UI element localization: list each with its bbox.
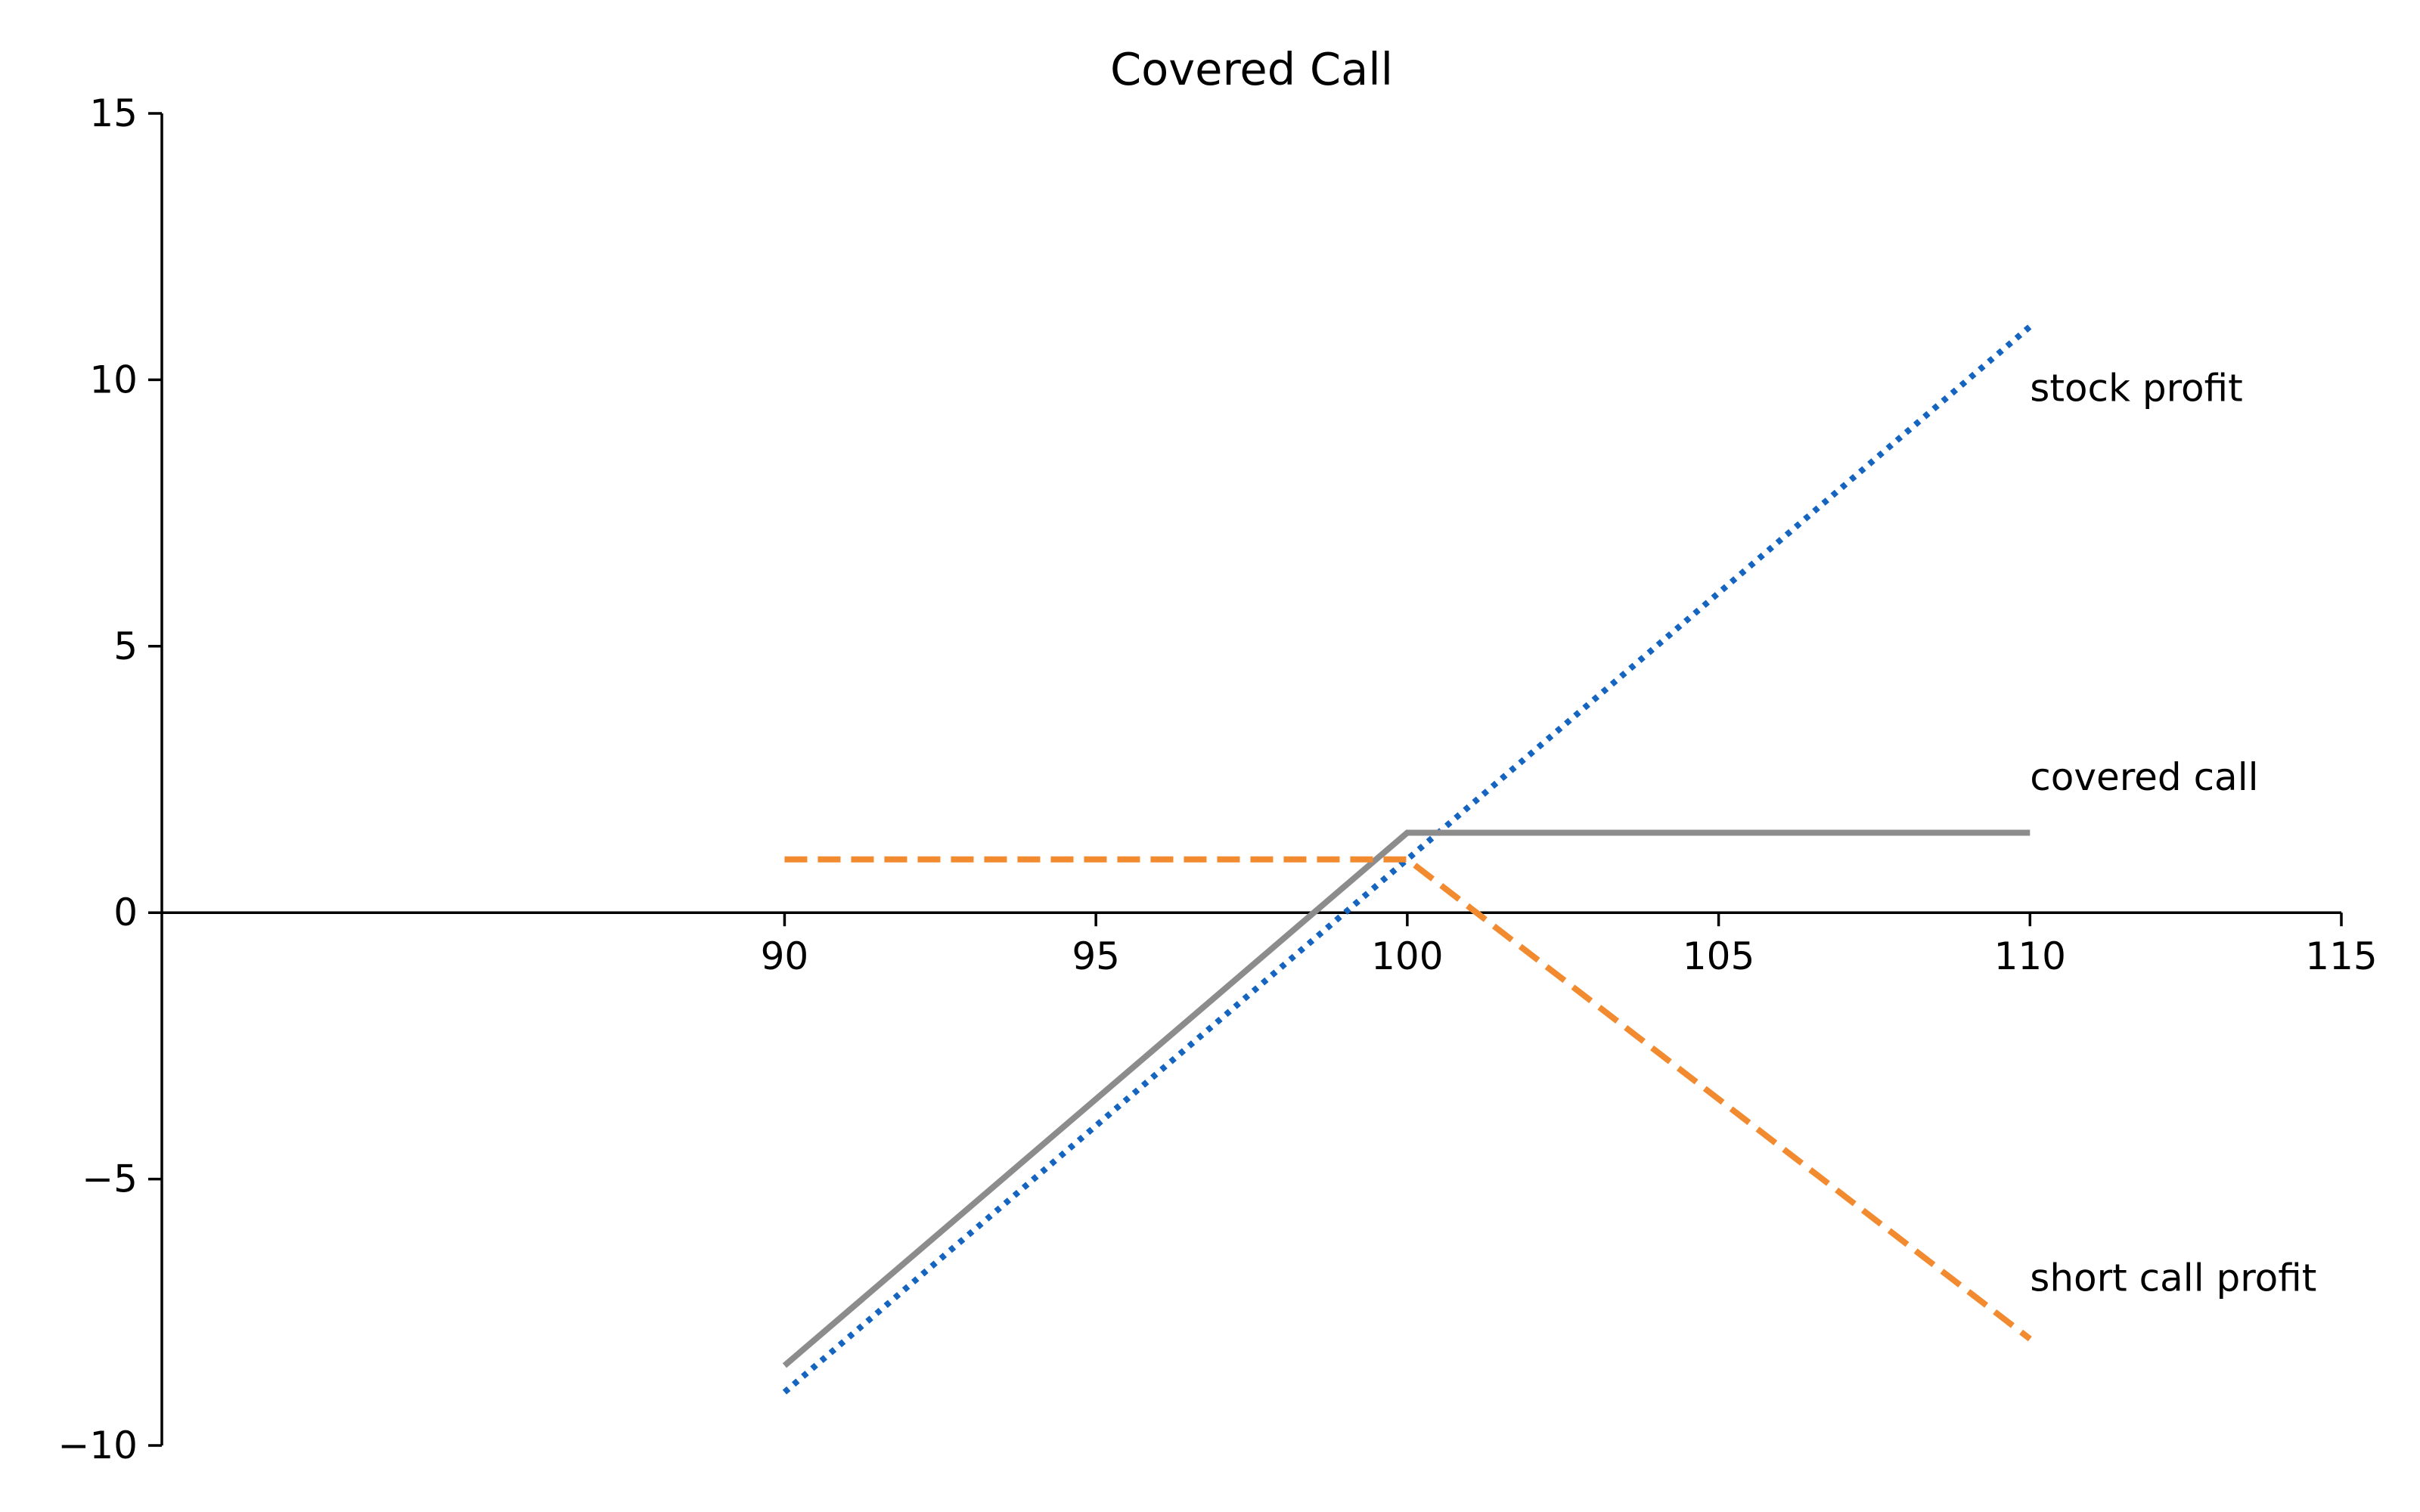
x-tick-label: 100	[1371, 934, 1443, 978]
series-line-covered-call	[782, 829, 2031, 1368]
x-tick-label: 115	[2305, 934, 2377, 978]
x-tick-label: 105	[1683, 934, 1754, 978]
y-tick-label: 0	[113, 891, 138, 934]
annotation-layer: stock profit covered call short call profi…	[2030, 367, 2316, 1300]
chart-title: Covered Call	[1110, 43, 1393, 95]
x-tick-label: 95	[1072, 934, 1120, 978]
x-tick-label: 110	[1994, 934, 2066, 978]
y-tick-label: −10	[57, 1424, 138, 1467]
series-layer	[782, 324, 2032, 1395]
y-tick-label: 10	[89, 358, 138, 401]
x-tick-label: 90	[761, 934, 809, 978]
annotation-label: stock profit	[2030, 367, 2242, 411]
axes: −10 −5 0 5 10 15 90 95 100 105 110 115	[57, 91, 2377, 1467]
series-line-short-call-profit	[784, 856, 2032, 1342]
y-tick-label: −5	[82, 1157, 138, 1201]
annotation-label: covered call	[2030, 755, 2258, 799]
y-tick-label: 5	[113, 624, 138, 668]
annotation-label: short call profit	[2030, 1256, 2316, 1300]
y-tick-label: 15	[89, 91, 138, 135]
